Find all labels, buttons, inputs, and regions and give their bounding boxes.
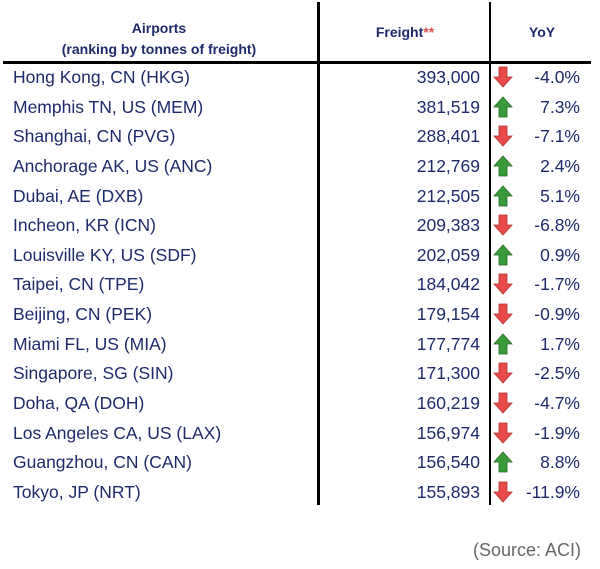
freight-value: 288,401	[416, 126, 480, 147]
header-airports-subtitle: (ranking by tonnes of freight)	[61, 41, 257, 57]
arrow-down-icon	[493, 303, 513, 325]
source-note: (Source: ACI)	[472, 540, 581, 560]
table-row: Dubai, AE (DXB) 212,505 5.1%	[0, 182, 600, 211]
airport-name: Doha, QA (DOH)	[13, 393, 145, 414]
table-row: Beijing, CN (PEK) 179,154 -0.9%	[0, 300, 600, 329]
freight-value: 156,540	[416, 452, 480, 473]
table-row: Hong Kong, CN (HKG) 393,000 -4.0%	[0, 63, 600, 92]
airport-name: Miami FL, US (MIA)	[13, 333, 167, 354]
freight-value: 212,769	[416, 155, 480, 176]
yoy-value: -6.8%	[534, 215, 580, 236]
airport-name: Hong Kong, CN (HKG)	[13, 67, 191, 87]
freight-value: 155,893	[416, 481, 480, 502]
table-row: Miami FL, US (MIA) 177,774 1.7%	[0, 330, 600, 359]
yoy-value: -4.0%	[534, 67, 580, 87]
header-freight: Freight**	[322, 24, 488, 40]
header-yoy: YoY	[528, 24, 556, 40]
arrow-up-icon	[493, 155, 513, 177]
freight-value: 209,383	[416, 215, 480, 236]
table-row: Incheon, KR (ICN) 209,383 -6.8%	[0, 211, 600, 240]
table-row: Singapore, SG (SIN) 171,300 -2.5%	[0, 359, 600, 388]
header-freight-label: Freight	[375, 24, 424, 40]
arrow-up-icon	[493, 96, 513, 118]
yoy-value: -4.7%	[534, 393, 580, 414]
arrow-down-icon	[493, 125, 513, 147]
airport-name: Guangzhou, CN (CAN)	[13, 452, 192, 473]
yoy-value: -2.5%	[534, 363, 580, 384]
header-airports-title: Airports	[131, 20, 187, 36]
airport-name: Shanghai, CN (PVG)	[13, 126, 176, 147]
freight-value: 160,219	[416, 393, 480, 414]
table-row: Guangzhou, CN (CAN) 156,540 8.8%	[0, 448, 600, 477]
arrow-up-icon	[493, 333, 513, 355]
yoy-value: -0.9%	[534, 304, 580, 325]
yoy-value: 2.4%	[540, 155, 580, 176]
airport-name: Tokyo, JP (NRT)	[13, 481, 141, 502]
table-row: Los Angeles CA, US (LAX) 156,974 -1.9%	[0, 419, 600, 448]
table-row: Louisville KY, US (SDF) 202,059 0.9%	[0, 241, 600, 270]
arrow-down-icon	[493, 422, 513, 444]
table-row: Taipei, CN (TPE) 184,042 -1.7%	[0, 270, 600, 299]
airport-name: Incheon, KR (ICN)	[13, 215, 156, 236]
arrow-down-icon	[493, 273, 513, 296]
airport-name: Dubai, AE (DXB)	[13, 185, 144, 206]
freight-value: 202,059	[416, 244, 480, 265]
freight-value: 212,505	[416, 185, 480, 206]
freight-value: 184,042	[416, 274, 480, 295]
table-row: Memphis TN, US (MEM) 381,519 7.3%	[0, 93, 600, 122]
yoy-value: 7.3%	[540, 96, 580, 117]
yoy-value: 0.9%	[540, 244, 580, 265]
yoy-value: -11.9%	[525, 481, 580, 502]
arrow-down-icon	[493, 392, 513, 414]
freight-value: 381,519	[416, 96, 480, 117]
freight-value: 179,154	[416, 304, 480, 325]
arrow-down-icon	[493, 362, 513, 384]
yoy-value: 1.7%	[540, 333, 580, 354]
header-airports: Airports (ranking by tonnes of freight)	[0, 18, 318, 60]
arrow-up-icon	[493, 184, 513, 207]
airport-name: Singapore, SG (SIN)	[13, 363, 174, 384]
column-divider-thick	[317, 2, 320, 505]
arrow-down-icon	[493, 66, 513, 88]
yoy-value: -1.9%	[534, 422, 580, 443]
airport-name: Memphis TN, US (MEM)	[13, 96, 204, 117]
freight-value: 177,774	[416, 333, 480, 354]
airport-name: Louisville KY, US (SDF)	[13, 244, 197, 265]
freight-value: 393,000	[416, 67, 480, 87]
table-row: Shanghai, CN (PVG) 288,401 -7.1%	[0, 122, 600, 151]
arrow-down-icon	[493, 214, 513, 236]
header-divider	[3, 61, 591, 64]
arrow-down-icon	[493, 481, 513, 503]
yoy-value: -1.7%	[534, 274, 580, 295]
yoy-value: 8.8%	[540, 452, 580, 473]
freight-value: 171,300	[416, 363, 480, 384]
freight-value: 156,974	[416, 422, 480, 443]
airport-name: Beijing, CN (PEK)	[13, 304, 153, 325]
header-freight-footnote-mark: **	[423, 24, 435, 40]
yoy-value: 5.1%	[540, 185, 580, 206]
arrow-up-icon	[493, 451, 513, 473]
column-divider-thin	[489, 2, 491, 505]
yoy-value: -7.1%	[534, 126, 580, 147]
arrow-up-icon	[493, 244, 513, 266]
airport-name: Los Angeles CA, US (LAX)	[13, 422, 222, 443]
table-row: Doha, QA (DOH) 160,219 -4.7%	[0, 389, 600, 418]
airport-name: Taipei, CN (TPE)	[13, 274, 145, 295]
table-row: Anchorage AK, US (ANC) 212,769 2.4%	[0, 152, 600, 181]
airport-name: Anchorage AK, US (ANC)	[13, 155, 213, 176]
table-row: Tokyo, JP (NRT) 155,893 -11.9%	[0, 478, 600, 507]
